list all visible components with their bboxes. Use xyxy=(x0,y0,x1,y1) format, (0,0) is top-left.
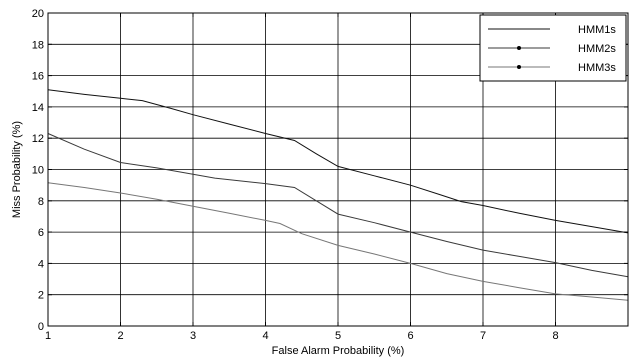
y-tick-label: 12 xyxy=(32,133,44,145)
x-tick-label: 8 xyxy=(552,330,558,342)
legend: HMM1s HMM2s HMM3s xyxy=(479,14,627,82)
series-line-hmm1s xyxy=(47,89,629,234)
series-lines xyxy=(47,89,629,301)
x-tick-label: 4 xyxy=(262,330,268,342)
y-tick-label: 2 xyxy=(38,290,44,302)
x-tick-label: 3 xyxy=(190,330,196,342)
x-axis-label: False Alarm Probability (%) xyxy=(272,345,405,357)
x-tick-label: 1 xyxy=(45,330,51,342)
y-tick-label: 0 xyxy=(38,321,44,333)
y-tick-label: 20 xyxy=(32,8,44,20)
y-tick-label: 8 xyxy=(38,196,44,208)
y-tick-label: 4 xyxy=(38,258,44,270)
legend-label: HMM1s xyxy=(578,24,616,36)
x-tick-label: 2 xyxy=(117,330,123,342)
y-tick-label: 16 xyxy=(32,71,44,83)
x-tick-label: 6 xyxy=(407,330,413,342)
y-tick-label: 18 xyxy=(32,39,44,51)
series-line-hmm2s xyxy=(47,133,629,278)
legend-marker xyxy=(517,46,521,50)
x-tick-label: 7 xyxy=(480,330,486,342)
legend-label: HMM2s xyxy=(578,43,616,55)
x-tick-label: 5 xyxy=(335,330,341,342)
y-axis-label: Miss Probability (%) xyxy=(11,121,23,218)
series-line-hmm3s xyxy=(47,182,629,301)
y-tick-label: 6 xyxy=(38,227,44,239)
legend-marker xyxy=(517,65,521,69)
legend-label: HMM3s xyxy=(578,62,616,74)
y-tick-label: 10 xyxy=(32,165,44,177)
y-tick-label: 14 xyxy=(32,102,44,114)
